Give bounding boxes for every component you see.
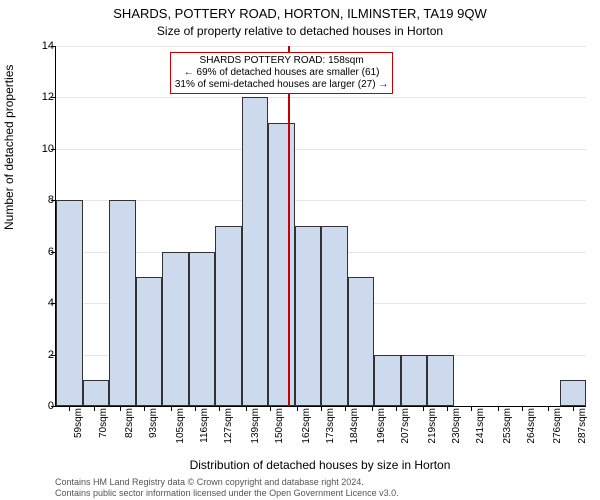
x-tick-label: 82sqm (124, 408, 135, 438)
x-tick-label: 241sqm (475, 408, 486, 444)
histogram-bar (401, 355, 428, 406)
x-tick-label: 219sqm (427, 408, 438, 444)
x-tick-label: 162sqm (301, 408, 312, 444)
x-tick-mark (498, 406, 499, 411)
y-tick-label: 4 (29, 297, 54, 309)
x-tick-mark (120, 406, 121, 411)
x-tick-mark (297, 406, 298, 411)
histogram-bar (83, 380, 110, 406)
x-tick-mark (321, 406, 322, 411)
x-tick-label: 70sqm (98, 408, 109, 438)
chart-title-sub: Size of property relative to detached ho… (0, 24, 600, 38)
histogram-bar (215, 226, 242, 406)
x-tick-label: 264sqm (526, 408, 537, 444)
x-tick-mark (372, 406, 373, 411)
x-tick-label: 196sqm (376, 408, 387, 444)
x-tick-label: 173sqm (325, 408, 336, 444)
histogram-bar (56, 200, 83, 406)
annotation-line: 31% of semi-detached houses are larger (… (175, 79, 388, 91)
x-tick-label: 184sqm (349, 408, 360, 444)
x-tick-label: 116sqm (199, 408, 210, 443)
x-tick-mark (144, 406, 145, 411)
y-tick-label: 14 (29, 40, 54, 52)
x-tick-label: 150sqm (274, 408, 285, 444)
x-tick-mark (219, 406, 220, 411)
x-tick-label: 287sqm (577, 408, 588, 444)
x-tick-mark (423, 406, 424, 411)
histogram-bar (374, 355, 401, 406)
y-tick-label: 12 (29, 91, 54, 103)
histogram-bar (162, 252, 189, 406)
x-tick-label: 93sqm (148, 408, 159, 438)
x-tick-label: 127sqm (223, 408, 234, 444)
x-tick-mark (345, 406, 346, 411)
footnote: Contains HM Land Registry data © Crown c… (55, 477, 585, 498)
x-tick-mark (447, 406, 448, 411)
x-tick-label: 276sqm (552, 408, 563, 444)
x-tick-mark (471, 406, 472, 411)
chart-container: SHARDS, POTTERY ROAD, HORTON, ILMINSTER,… (0, 0, 600, 500)
x-tick-mark (522, 406, 523, 411)
annotation-line: SHARDS POTTERY ROAD: 158sqm (175, 55, 388, 67)
histogram-bar (321, 226, 348, 406)
x-axis-label: Distribution of detached houses by size … (55, 458, 585, 472)
histogram-bar (242, 97, 269, 406)
y-axis-label: Number of detached properties (2, 65, 16, 230)
y-tick-label: 6 (29, 246, 54, 258)
plot-area: 0246810121459sqm70sqm82sqm93sqm105sqm116… (55, 46, 586, 407)
y-tick-label: 8 (29, 194, 54, 206)
x-tick-label: 230sqm (451, 408, 462, 444)
x-tick-mark (195, 406, 196, 411)
histogram-bar (295, 226, 322, 406)
reference-line (288, 46, 290, 406)
x-tick-mark (270, 406, 271, 411)
y-tick-label: 0 (29, 400, 54, 412)
x-tick-label: 139sqm (250, 408, 261, 444)
x-tick-mark (573, 406, 574, 411)
grid-line (56, 200, 586, 201)
x-tick-mark (246, 406, 247, 411)
grid-line (56, 46, 586, 47)
grid-line (56, 97, 586, 98)
histogram-bar (268, 123, 295, 406)
x-tick-label: 253sqm (502, 408, 513, 444)
histogram-bar (136, 277, 163, 406)
y-tick-label: 10 (29, 143, 54, 155)
footnote-line1: Contains HM Land Registry data © Crown c… (55, 477, 585, 487)
histogram-bar (109, 200, 136, 406)
x-tick-mark (69, 406, 70, 411)
x-tick-label: 207sqm (400, 408, 411, 444)
grid-line (56, 149, 586, 150)
x-tick-label: 59sqm (73, 408, 84, 438)
footnote-line2: Contains public sector information licen… (55, 488, 585, 498)
annotation-box: SHARDS POTTERY ROAD: 158sqm← 69% of deta… (170, 52, 393, 94)
x-tick-mark (94, 406, 95, 411)
y-tick-label: 2 (29, 349, 54, 361)
histogram-bar (560, 380, 587, 406)
histogram-bar (348, 277, 375, 406)
histogram-bar (189, 252, 216, 406)
x-tick-label: 105sqm (175, 408, 186, 444)
chart-title-main: SHARDS, POTTERY ROAD, HORTON, ILMINSTER,… (0, 6, 600, 21)
annotation-line: ← 69% of detached houses are smaller (61… (175, 67, 388, 79)
histogram-bar (427, 355, 454, 406)
x-tick-mark (396, 406, 397, 411)
x-tick-mark (171, 406, 172, 411)
x-tick-mark (548, 406, 549, 411)
